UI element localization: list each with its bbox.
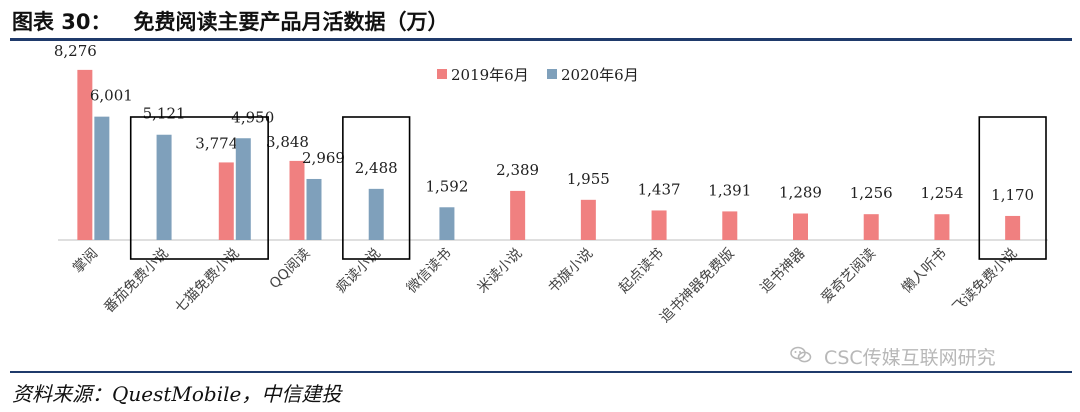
data-label-2020-0: 6,001 xyxy=(90,87,133,105)
bar-2019-7 xyxy=(580,199,596,240)
x-tick-label-0: 掌阅 xyxy=(70,246,101,277)
bar-2019-13 xyxy=(1005,215,1021,240)
bottom-rule xyxy=(10,371,1072,373)
bar-2020-4 xyxy=(368,188,384,240)
legend-label-2020: 2020年6月 xyxy=(561,66,639,84)
data-label-2019-10: 1,289 xyxy=(779,184,822,202)
x-tick-label-2: 七猫免费小说 xyxy=(172,246,243,317)
highlight-box-1 xyxy=(342,116,411,260)
legend-label-2019: 2019年6月 xyxy=(451,66,529,84)
bar-2020-3 xyxy=(306,178,322,240)
x-tick-label-9: 追书神器免费版 xyxy=(657,246,738,327)
legend-swatch-2019 xyxy=(437,69,447,79)
bar-2019-2 xyxy=(218,162,234,240)
data-label-2020-5: 1,592 xyxy=(425,177,468,195)
x-tick-label-3: QQ阅读 xyxy=(266,245,313,292)
bar-2019-8 xyxy=(651,210,667,240)
highlight-box-0 xyxy=(129,116,269,260)
data-label-2019-8: 1,437 xyxy=(638,180,681,198)
x-tick-label-6: 米读小说 xyxy=(474,245,526,297)
bar-2020-0 xyxy=(94,116,110,240)
chart-title: 图表 30： 免费阅读主要产品月活数据（万） xyxy=(12,6,449,36)
x-tick-label-11: 爱奇艺阅读 xyxy=(818,245,880,307)
top-rule xyxy=(10,38,1072,41)
data-label-2019-12: 1,254 xyxy=(920,184,963,202)
data-label-2019-6: 2,389 xyxy=(496,161,539,179)
x-tick-label-4: 疯读小说 xyxy=(332,245,384,297)
data-label-2019-9: 1,391 xyxy=(708,181,751,199)
data-label-2019-0: 8,276 xyxy=(54,42,97,60)
bar-2020-5 xyxy=(439,207,455,240)
x-tick-label-10: 追书神器 xyxy=(757,246,808,297)
watermark: CSC传媒互联网研究 xyxy=(790,343,996,370)
bar-2019-3 xyxy=(289,160,305,240)
bar-2019-6 xyxy=(510,190,526,240)
figure-title: 免费阅读主要产品月活数据（万） xyxy=(133,10,449,34)
source-note: 资料来源：QuestMobile，中信建投 xyxy=(12,382,342,406)
data-label-2020-3: 2,969 xyxy=(302,149,345,167)
watermark-text: CSC传媒互联网研究 xyxy=(824,347,996,369)
data-label-2020-4: 2,488 xyxy=(355,159,398,177)
bar-2020-2 xyxy=(235,138,251,240)
x-tick-label-13: 飞读免费小说 xyxy=(949,245,1020,316)
bar-2019-11 xyxy=(863,214,879,240)
data-label-2020-1: 5,121 xyxy=(143,105,186,123)
data-label-2019-3: 3,848 xyxy=(266,133,309,151)
x-tick-label-1: 番茄免费小说 xyxy=(100,245,171,316)
bar-chart: 2019年6月 2020年6月 8,276 6,001 掌阅 5,121 番茄免费小说 3,7… xyxy=(54,42,1048,327)
bar-2019-10 xyxy=(793,213,808,240)
legend-swatch-2020 xyxy=(547,69,557,79)
bar-2019-9 xyxy=(722,211,738,240)
highlight-box-2 xyxy=(978,116,1047,260)
figure-number: 图表 30： xyxy=(12,10,112,34)
x-tick-label-5: 微信读书 xyxy=(403,245,455,297)
bar-2019-0 xyxy=(77,69,93,240)
x-tick-label-8: 起点读书 xyxy=(615,245,667,297)
data-label-2019-11: 1,256 xyxy=(850,184,893,202)
x-tick-label-12: 懒人听书 xyxy=(899,246,950,297)
data-label-2019-2: 3,774 xyxy=(195,134,238,152)
data-label-2019-13: 1,170 xyxy=(991,186,1034,204)
data-label-2019-7: 1,955 xyxy=(567,170,610,188)
x-tick-label-7: 书旗小说 xyxy=(545,246,596,297)
wechat-icon xyxy=(790,346,818,369)
bar-2020-1 xyxy=(156,134,172,240)
bar-2019-12 xyxy=(934,214,950,240)
